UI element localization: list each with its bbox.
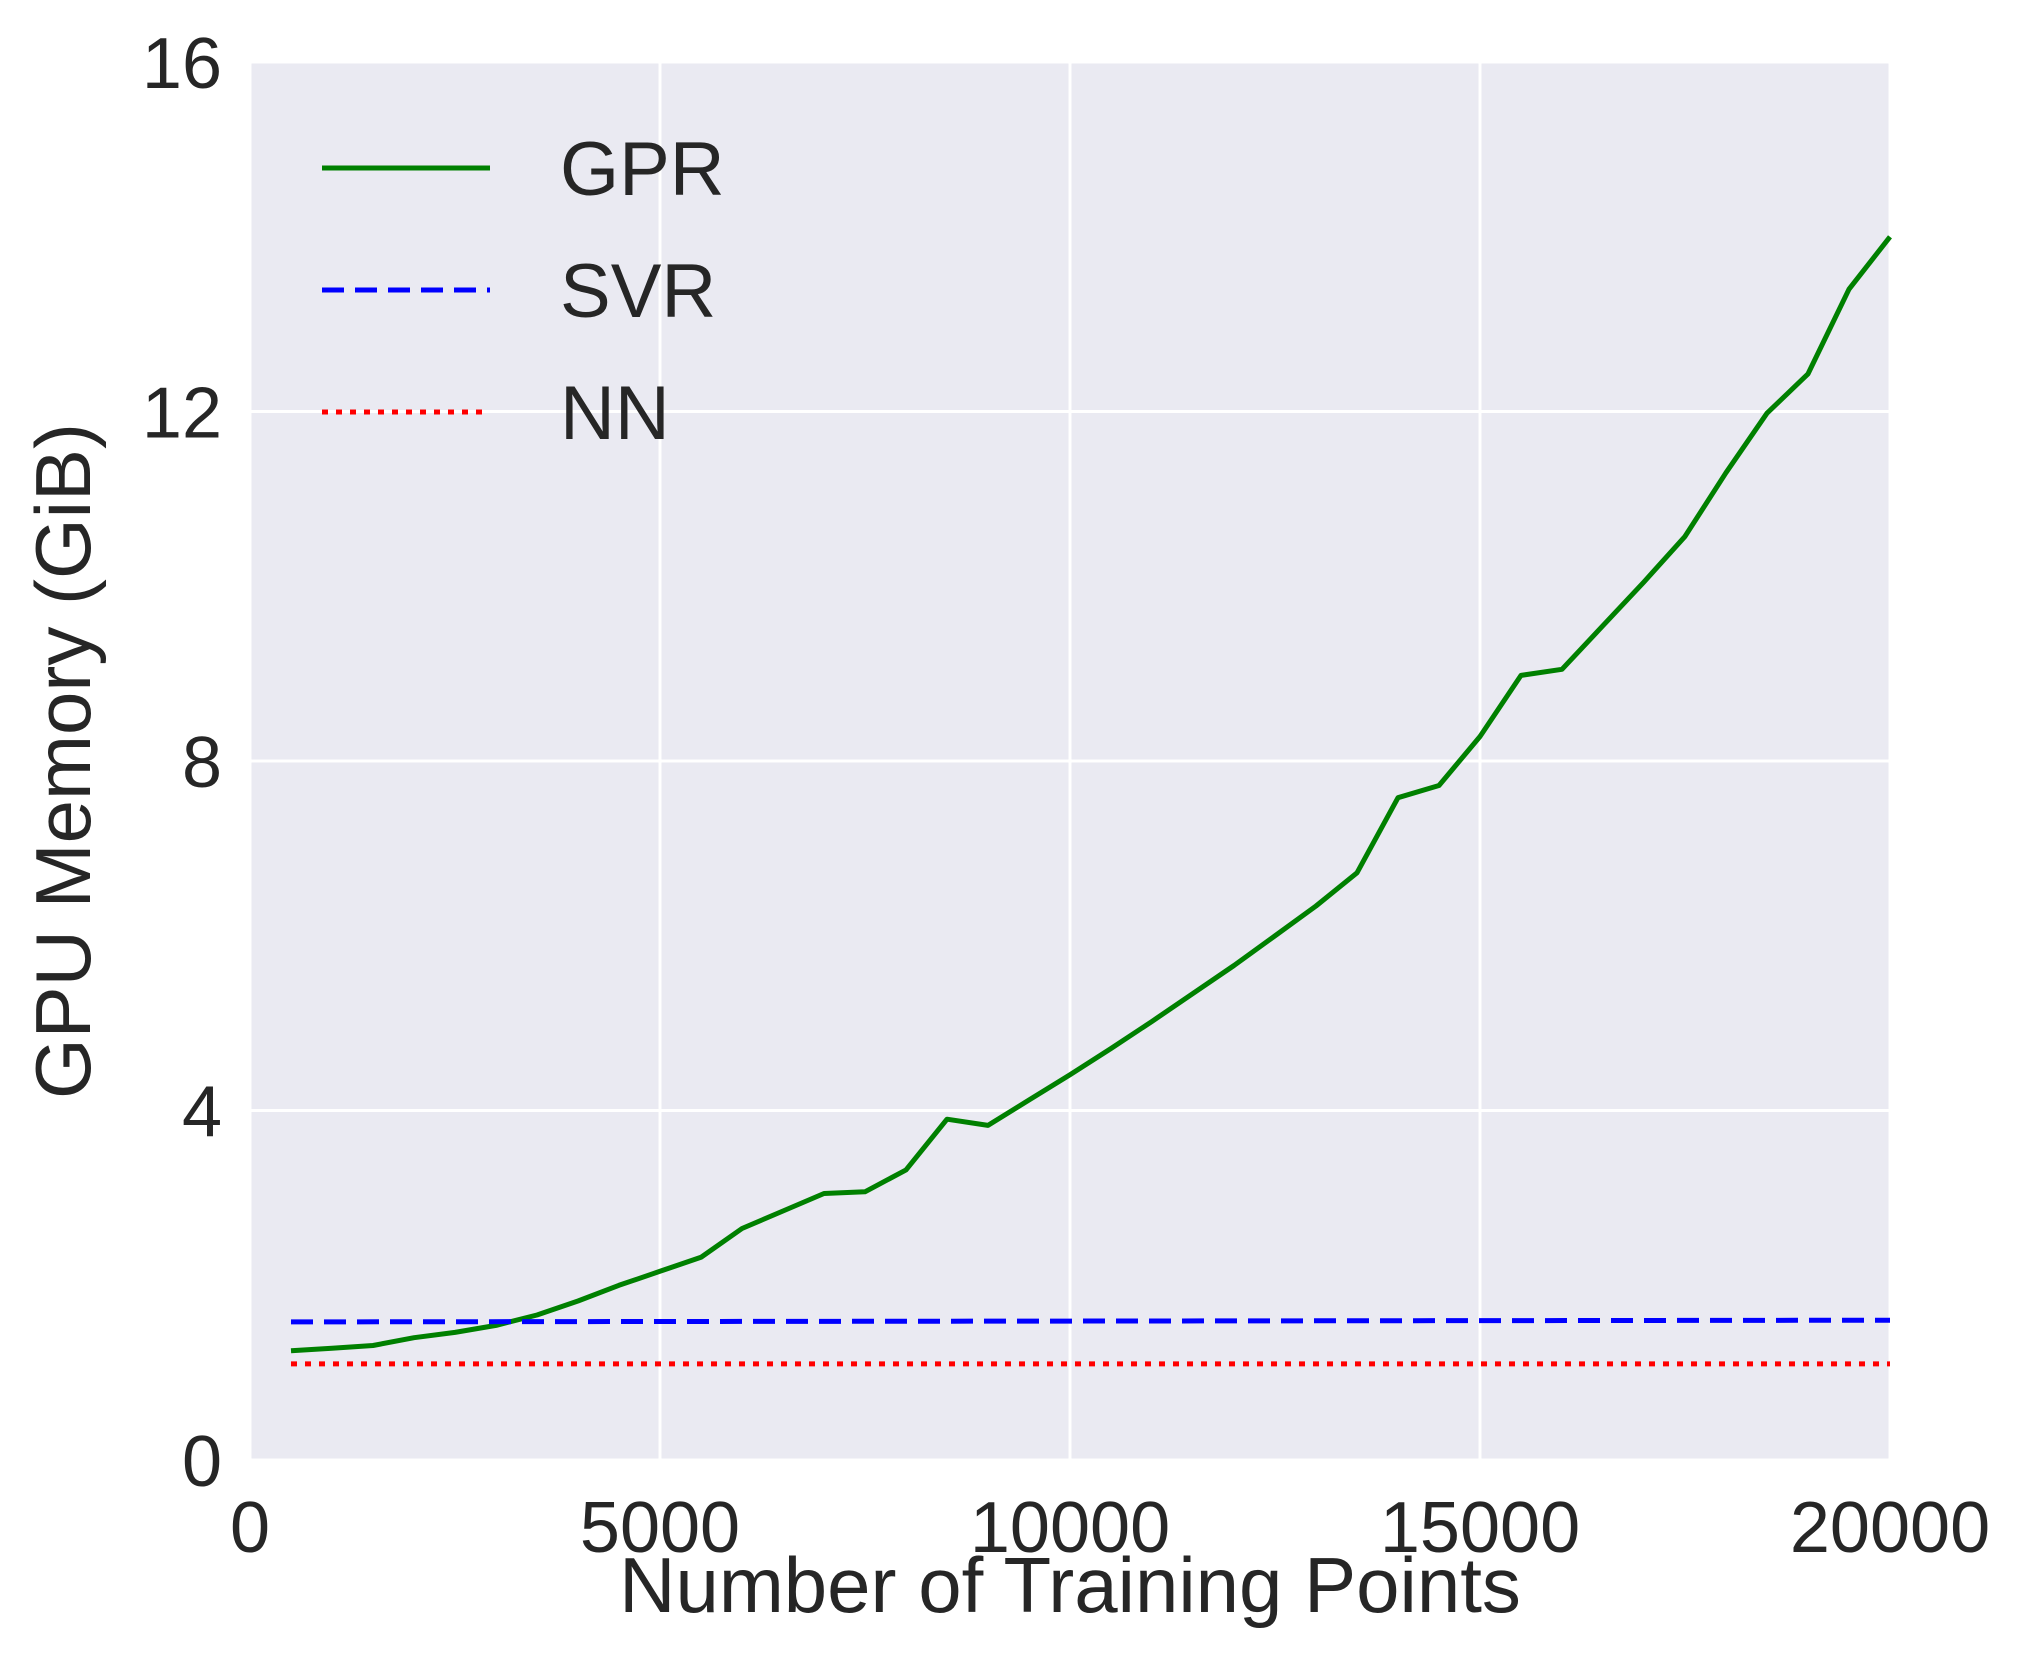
- x-tick-label: 0: [230, 1488, 270, 1568]
- legend-label-svr: SVR: [560, 249, 716, 334]
- x-tick-label: 15000: [1380, 1488, 1580, 1568]
- grid: [248, 60, 1892, 1462]
- series-line-gpr: [290, 235, 1892, 1354]
- x-tick-label: 20000: [1790, 1488, 1990, 1568]
- legend: GPR SVR NN: [322, 127, 725, 456]
- series-line-svr: [290, 1317, 1891, 1325]
- y-tick-labels: 0 4 8 12 16: [142, 24, 222, 1502]
- legend-label-nn: NN: [560, 371, 670, 456]
- y-axis-label: GPU Memory (GiB): [19, 423, 107, 1099]
- legend-label-gpr: GPR: [560, 127, 725, 212]
- y-tick-label: 0: [182, 1422, 222, 1502]
- y-tick-label: 12: [142, 374, 222, 454]
- series-layer: [290, 235, 1892, 1367]
- x-tick-labels: 0 5000 10000 15000 20000: [230, 1488, 1990, 1568]
- x-axis-label: Number of Training Points: [619, 1541, 1521, 1629]
- y-tick-label: 8: [182, 723, 222, 803]
- x-tick-label: 10000: [970, 1488, 1170, 1568]
- x-tick-label: 5000: [580, 1488, 740, 1568]
- y-tick-label: 16: [142, 24, 222, 104]
- y-tick-label: 4: [182, 1073, 222, 1153]
